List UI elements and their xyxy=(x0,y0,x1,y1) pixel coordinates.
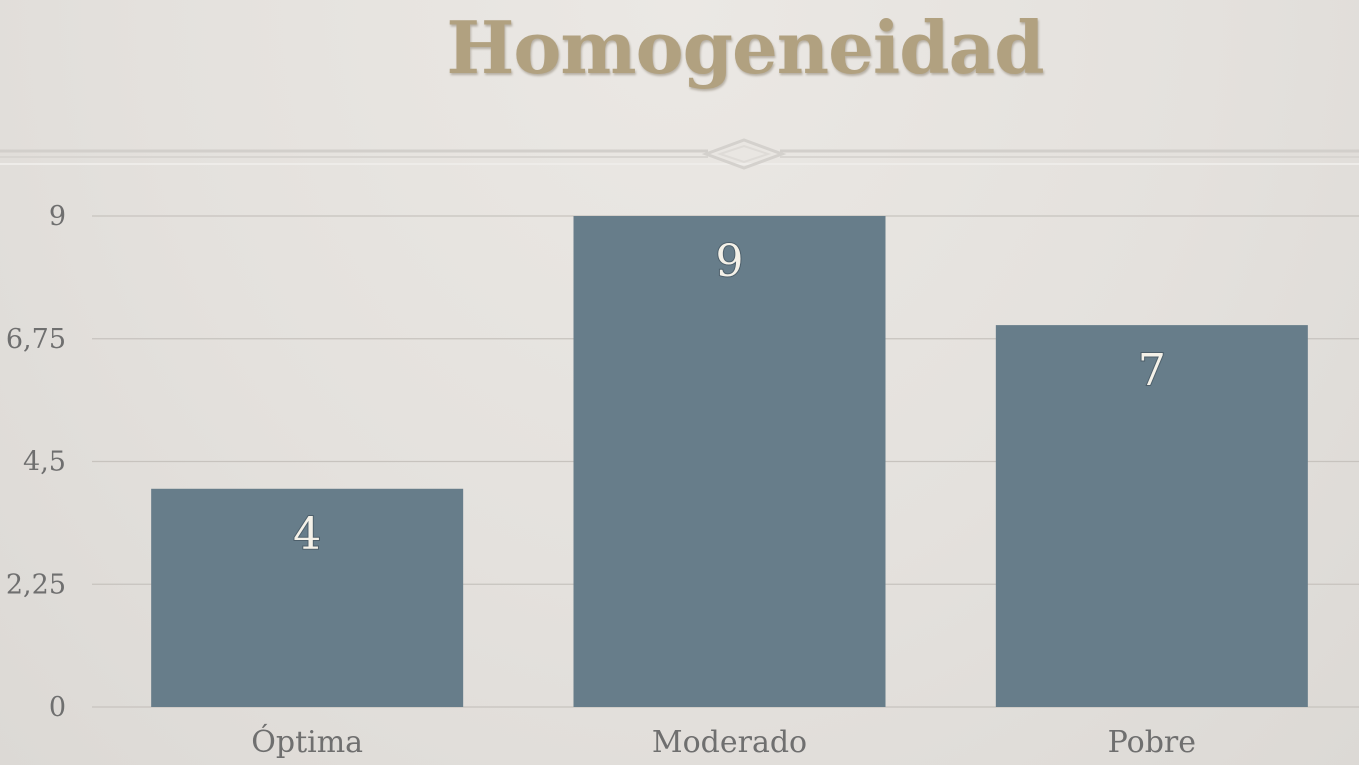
y-tick-label: 0 xyxy=(49,692,66,723)
x-tick-label: Óptima xyxy=(251,724,363,760)
y-axis-tick-labels: 0 2,25 4,5 6,75 9 xyxy=(6,201,66,723)
x-axis-tick-labels: Óptima Moderado Pobre xyxy=(251,724,1196,760)
title-divider xyxy=(0,138,1359,170)
slide-title: Homogeneidad xyxy=(446,5,1044,90)
data-labels: 4 9 7 xyxy=(292,235,1167,561)
bar-moderado xyxy=(573,216,886,707)
bar-pobre xyxy=(995,325,1308,707)
data-label: 7 xyxy=(1138,345,1166,396)
data-label: 4 xyxy=(293,509,321,560)
data-label: 9 xyxy=(716,236,744,287)
y-tick-label: 2,25 xyxy=(6,569,66,600)
y-tick-label: 4,5 xyxy=(23,447,66,478)
x-tick-label: Moderado xyxy=(652,725,807,760)
y-tick-label: 9 xyxy=(49,201,66,232)
x-tick-label: Pobre xyxy=(1108,725,1196,760)
bars xyxy=(151,216,1308,707)
y-tick-label: 6,75 xyxy=(6,324,66,355)
bar-óptima xyxy=(151,488,464,707)
